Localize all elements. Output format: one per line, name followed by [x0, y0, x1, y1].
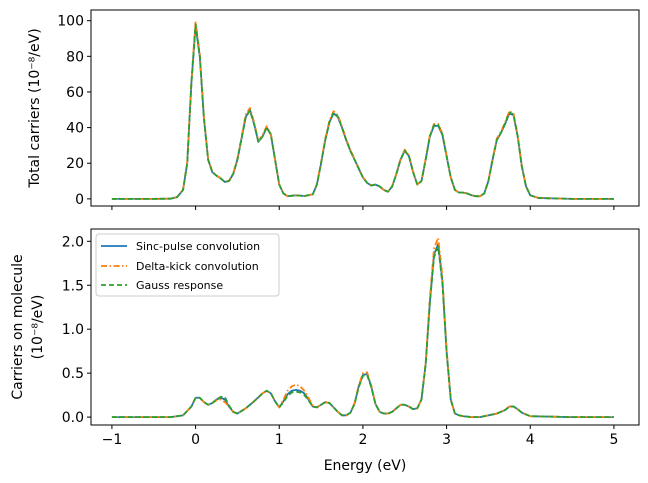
x-tick-label: 5: [609, 432, 618, 448]
y-tick-label: 1.0: [62, 322, 84, 338]
x-tick-label: 1: [275, 432, 284, 448]
y-tick-label: 40: [66, 121, 84, 137]
legend-label-gauss: Gauss response: [136, 279, 223, 292]
y-tick-label: 1.5: [62, 278, 84, 294]
series-line-gauss: [111, 245, 614, 418]
y-tick-label: 20: [66, 156, 84, 172]
series-line-gauss: [111, 23, 614, 200]
bottom-xlabel: Energy (eV): [324, 458, 407, 474]
x-tick-label: 0: [191, 432, 200, 448]
x-tick-label: 4: [526, 432, 535, 448]
y-tick-label: 2.0: [62, 234, 84, 250]
y-tick-label: 60: [66, 85, 84, 101]
y-tick-label: 0.0: [62, 410, 84, 426]
y-tick-label: 100: [57, 14, 84, 30]
legend-label-delta: Delta-kick convolution: [136, 260, 259, 273]
bottom-axes-frame: [90, 228, 640, 426]
bottom-ylabel-line1: Carriers on molecule: [10, 254, 26, 399]
legend-frame: [95, 233, 280, 297]
top-ticks: 0 20 40 60 80 100: [57, 14, 615, 210]
bottom-ylabel-line2: (10⁻⁸/eV): [30, 295, 46, 360]
y-tick-label: 0.5: [62, 366, 84, 382]
bottom-plot-area: [111, 236, 614, 418]
top-ylabel: Total carriers (10⁻⁸/eV): [27, 28, 43, 188]
top-plot-area: [111, 20, 614, 200]
x-tick-label: −1: [102, 432, 123, 448]
bottom-panel: −1 0 1 2 3 4 5 0.0 0.5 1.0 1.5 2.0 Carriers on mole…: [10, 228, 640, 474]
y-tick-label: 0: [75, 192, 84, 208]
top-axes-frame: [90, 9, 640, 207]
bottom-ticks: −1 0 1 2 3 4 5 0.0 0.5 1.0 1.5 2.0: [62, 234, 619, 448]
y-tick-label: 80: [66, 49, 84, 65]
legend: Sinc-pulse convolution Delta-kick convol…: [95, 233, 280, 297]
x-tick-label: 3: [442, 432, 451, 448]
legend-label-sinc: Sinc-pulse convolution: [136, 240, 260, 253]
x-tick-label: 2: [358, 432, 367, 448]
top-panel: 0 20 40 60 80 100 Total carriers (10⁻⁸/eV): [27, 9, 640, 210]
